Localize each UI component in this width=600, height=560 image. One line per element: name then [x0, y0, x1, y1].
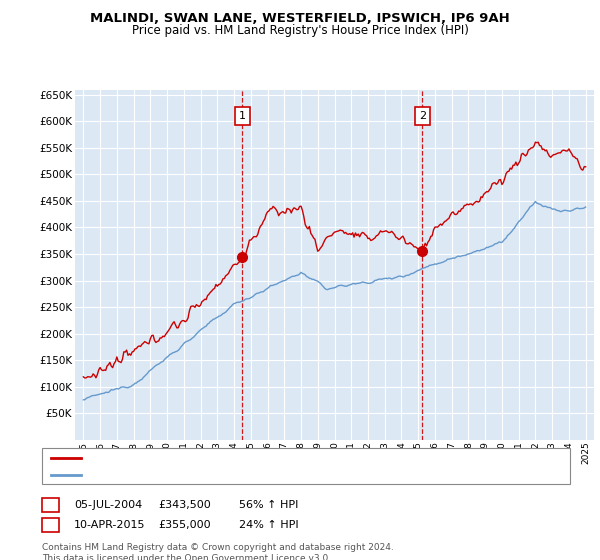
- Text: 2: 2: [419, 111, 426, 121]
- Text: 1: 1: [239, 111, 246, 121]
- Text: £343,500: £343,500: [158, 500, 211, 510]
- Text: £355,000: £355,000: [158, 520, 211, 530]
- Text: 2: 2: [47, 520, 54, 530]
- Text: 05-JUL-2004: 05-JUL-2004: [74, 500, 142, 510]
- Text: 56% ↑ HPI: 56% ↑ HPI: [239, 500, 298, 510]
- Text: Price paid vs. HM Land Registry's House Price Index (HPI): Price paid vs. HM Land Registry's House …: [131, 24, 469, 36]
- Text: Contains HM Land Registry data © Crown copyright and database right 2024.
This d: Contains HM Land Registry data © Crown c…: [42, 543, 394, 560]
- Text: 1: 1: [47, 500, 54, 510]
- Text: MALINDI, SWAN LANE, WESTERFIELD, IPSWICH, IP6 9AH (detached house): MALINDI, SWAN LANE, WESTERFIELD, IPSWICH…: [87, 453, 471, 463]
- Text: MALINDI, SWAN LANE, WESTERFIELD, IPSWICH, IP6 9AH: MALINDI, SWAN LANE, WESTERFIELD, IPSWICH…: [90, 12, 510, 25]
- Text: 10-APR-2015: 10-APR-2015: [74, 520, 145, 530]
- Text: 24% ↑ HPI: 24% ↑ HPI: [239, 520, 298, 530]
- Text: HPI: Average price, detached house, East Suffolk: HPI: Average price, detached house, East…: [87, 470, 342, 479]
